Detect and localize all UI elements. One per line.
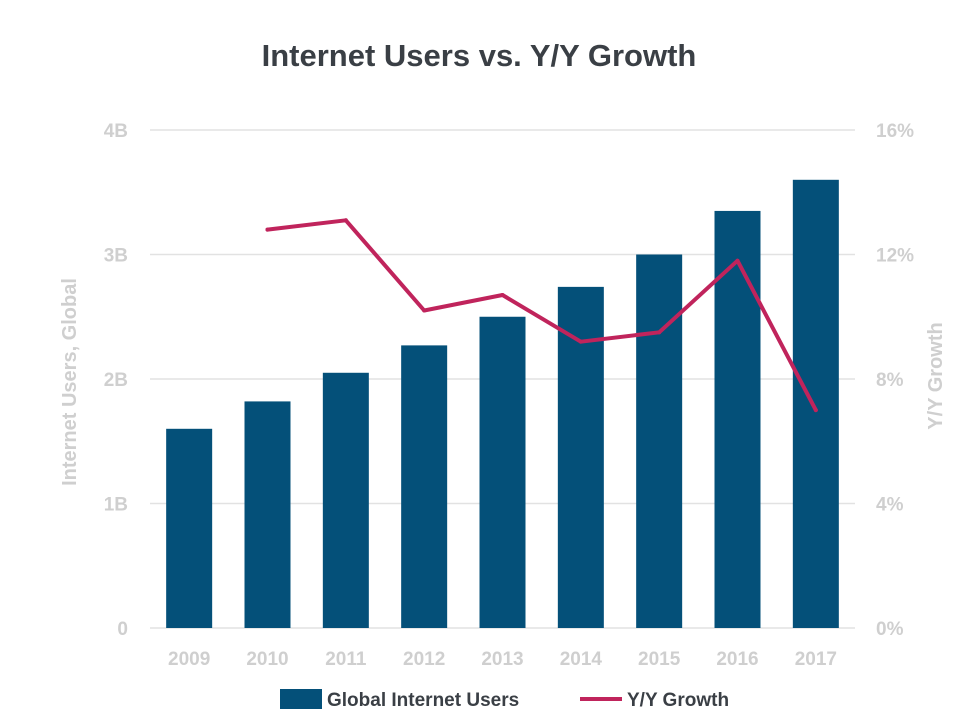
x-tick-label: 2015 (638, 649, 681, 670)
chart-title: Internet Users vs. Y/Y Growth (261, 38, 697, 73)
right-tick-label: 8% (876, 370, 904, 391)
bar (401, 345, 448, 628)
x-axis-ticks: 2009 2010 2011 2012 2013 2014 2015 2016 2017 (168, 649, 837, 670)
bar (479, 316, 526, 628)
right-tick-label: 16% (876, 121, 914, 142)
right-tick-label: 12% (876, 246, 914, 267)
bar (166, 428, 213, 628)
right-tick-label: 4% (876, 495, 904, 516)
x-tick-label: 2017 (795, 649, 837, 670)
left-tick-label: 3B (104, 246, 128, 267)
left-tick-label: 0 (117, 619, 128, 640)
growth-point (813, 408, 818, 413)
left-tick-label: 4B (104, 121, 128, 142)
growth-line (265, 218, 818, 413)
legend: Global Internet Users Y/Y Growth (280, 689, 729, 711)
growth-point (343, 218, 348, 223)
right-axis-ticks: 0% 4% 8% 12% 16% (876, 121, 914, 640)
right-tick-label: 0% (876, 619, 904, 640)
bar (636, 254, 683, 628)
x-tick-label: 2009 (168, 649, 210, 670)
growth-point (657, 330, 662, 335)
left-axis-title: Internet Users, Global (59, 278, 81, 486)
bar-series (166, 179, 839, 629)
bar (714, 210, 761, 629)
growth-point (500, 292, 505, 297)
left-tick-label: 1B (104, 495, 128, 516)
legend-label-yy-growth: Y/Y Growth (627, 690, 729, 711)
legend-label-global-internet-users: Global Internet Users (327, 690, 519, 711)
growth-point (265, 227, 270, 232)
right-axis-title: Y/Y Growth (925, 322, 947, 429)
x-tick-label: 2014 (560, 649, 603, 670)
growth-point (578, 339, 583, 344)
x-tick-label: 2016 (716, 649, 758, 670)
bar (792, 179, 839, 629)
x-tick-label: 2013 (481, 649, 523, 670)
bar (244, 401, 291, 628)
growth-point (735, 258, 740, 263)
left-axis-ticks: 0 1B 2B 3B 4B (104, 121, 128, 640)
x-tick-label: 2010 (246, 649, 288, 670)
bar (557, 286, 604, 628)
x-tick-label: 2012 (403, 649, 445, 670)
x-tick-label: 2011 (325, 649, 367, 670)
growth-point (422, 308, 427, 313)
bar (322, 372, 369, 628)
legend-swatch-global-internet-users (280, 689, 322, 709)
left-tick-label: 2B (104, 370, 128, 391)
line-series (265, 218, 818, 413)
